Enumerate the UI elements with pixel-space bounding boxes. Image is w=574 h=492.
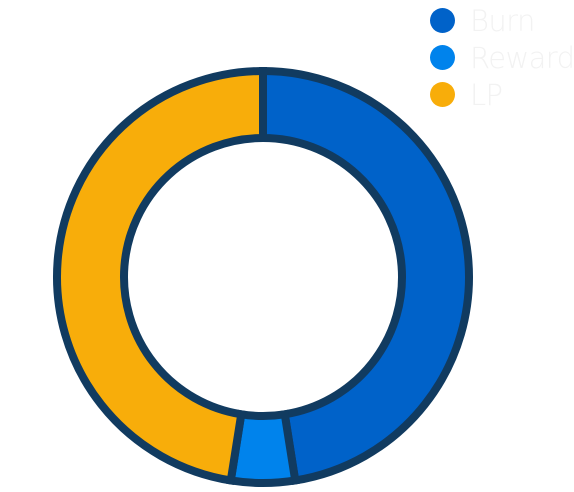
donut-slice-lp <box>53 66 267 486</box>
donut-slice-burn <box>259 66 473 486</box>
legend-label-reward: Reward <box>470 40 574 75</box>
legend-item-reward: Reward <box>430 39 574 76</box>
chart-legend: Burn Reward LP <box>430 2 574 113</box>
legend-item-burn: Burn <box>430 2 574 39</box>
legend-swatch-reward <box>430 45 455 70</box>
legend-label-lp: LP <box>470 77 503 112</box>
legend-label-burn: Burn <box>470 3 535 38</box>
legend-swatch-burn <box>430 8 455 33</box>
legend-item-lp: LP <box>430 76 574 113</box>
legend-swatch-lp <box>430 82 455 107</box>
